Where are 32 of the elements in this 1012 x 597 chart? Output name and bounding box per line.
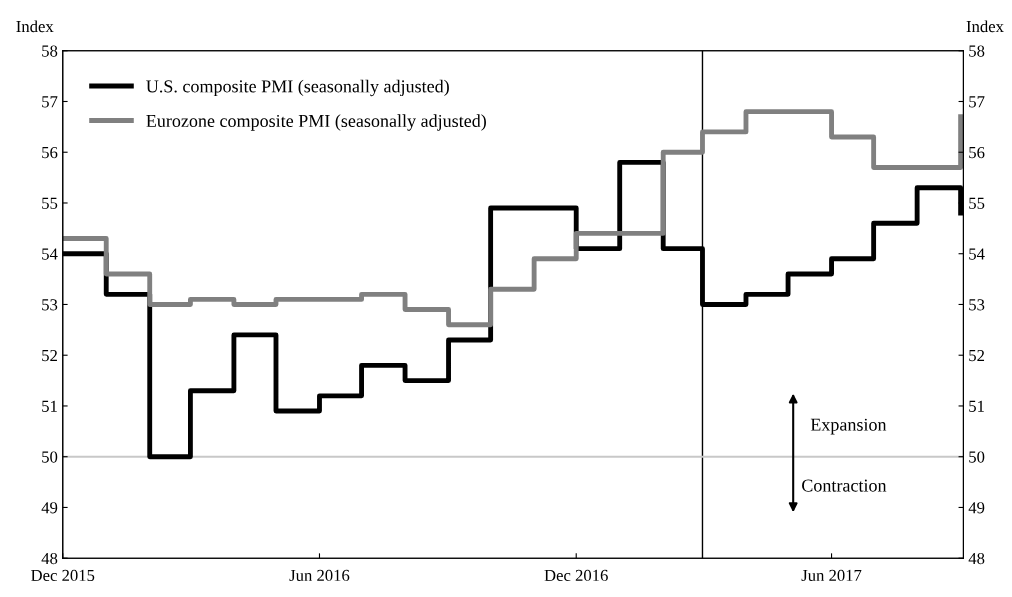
y2-tick-label: 52 bbox=[969, 349, 985, 362]
y2-axis-title: Index bbox=[966, 20, 1004, 33]
annotation: Expansion bbox=[810, 418, 887, 435]
legend-label: Eurozone composite PMI (seasonally adjusted) bbox=[146, 114, 486, 131]
y2-tick-label: 50 bbox=[969, 451, 985, 463]
y2-tick-label: 57 bbox=[969, 96, 985, 108]
legend-label: U.S. composite PMI (seasonally adjusted) bbox=[146, 79, 449, 97]
x-tick-label: Dec 2015 bbox=[31, 569, 95, 582]
y2-tick-label: 55 bbox=[969, 197, 985, 209]
y2-tick-label: 48 bbox=[968, 552, 985, 565]
y-tick-label: 48 bbox=[41, 552, 58, 565]
y2-tick-label: 53 bbox=[969, 299, 985, 311]
y-tick-label: 56 bbox=[42, 146, 58, 159]
y-tick-label: 52 bbox=[42, 349, 57, 362]
y2-tick-label: 54 bbox=[969, 248, 985, 260]
x-tick-label: Dec 2016 bbox=[544, 569, 608, 582]
y2-tick-label: 56 bbox=[969, 146, 985, 159]
y-tick-label: 51 bbox=[42, 400, 57, 412]
y-tick-label: 49 bbox=[41, 502, 58, 514]
y2-tick-label: 58 bbox=[969, 45, 985, 57]
y-tick-label: 55 bbox=[42, 197, 58, 209]
y-axis-title: Index bbox=[16, 20, 54, 33]
annotation: Contraction bbox=[802, 479, 887, 492]
y2-tick-label: 49 bbox=[968, 502, 985, 514]
y-tick-label: 57 bbox=[42, 96, 58, 108]
y-tick-label: 58 bbox=[42, 45, 58, 57]
x-tick-label: Jun 2016 bbox=[289, 569, 350, 582]
x-tick-label: Jun 2017 bbox=[801, 569, 862, 582]
y-tick-label: 53 bbox=[42, 299, 58, 311]
y-tick-label: 50 bbox=[42, 451, 58, 463]
y2-tick-label: 51 bbox=[969, 400, 984, 412]
y-tick-label: 54 bbox=[42, 248, 58, 260]
